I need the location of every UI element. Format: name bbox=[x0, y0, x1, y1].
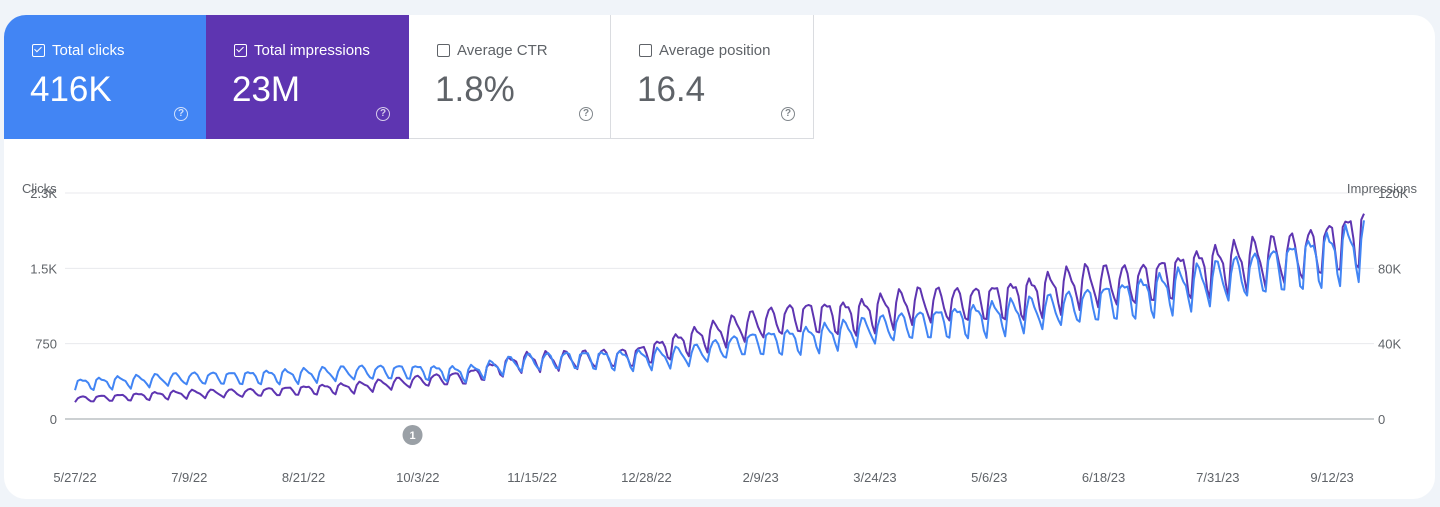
metric-tab-average-position[interactable]: Average position 16.4? bbox=[611, 15, 814, 139]
metric-tab-total-clicks[interactable]: Total clicks 416K? bbox=[4, 15, 206, 139]
help-icon[interactable]: ? bbox=[781, 107, 795, 121]
x-tick-label: 3/24/23 bbox=[853, 470, 896, 485]
x-tick-label: 7/9/22 bbox=[171, 470, 207, 485]
y-right-tick-label: 40K bbox=[1378, 337, 1401, 352]
x-tick-label: 2/9/23 bbox=[743, 470, 779, 485]
metric-checkbox[interactable] bbox=[234, 44, 247, 57]
x-tick-label: 11/15/22 bbox=[507, 470, 557, 485]
x-tick-label: 6/18/23 bbox=[1082, 470, 1125, 485]
metric-checkbox[interactable] bbox=[32, 44, 45, 57]
annotation-label: 1 bbox=[409, 430, 415, 442]
metric-label: Average CTR bbox=[457, 42, 548, 59]
metric-label: Total impressions bbox=[254, 42, 370, 59]
x-tick-label: 12/28/22 bbox=[621, 470, 672, 485]
y-right-axis-label: Impressions bbox=[1347, 181, 1418, 196]
metric-value: 23M bbox=[232, 70, 301, 109]
x-tick-label: 10/3/22 bbox=[396, 470, 439, 485]
help-icon[interactable]: ? bbox=[579, 107, 593, 121]
performance-card: Total clicks 416K? Total impressions 23M? Av… bbox=[4, 15, 1435, 499]
y-left-tick-label: 750 bbox=[35, 337, 57, 352]
metric-value: 416K bbox=[30, 70, 112, 109]
metric-label: Total clicks bbox=[52, 42, 125, 59]
metric-label: Average position bbox=[659, 42, 771, 59]
x-tick-label: 9/12/23 bbox=[1310, 470, 1353, 485]
help-icon[interactable]: ? bbox=[376, 107, 390, 121]
metric-checkbox[interactable] bbox=[639, 44, 652, 57]
metric-value: 1.8% bbox=[435, 70, 515, 109]
metric-tab-average-ctr[interactable]: Average CTR 1.8%? bbox=[409, 15, 611, 139]
y-left-tick-label: 2.3K bbox=[30, 186, 57, 201]
annotation-marker bbox=[402, 425, 423, 445]
y-left-tick-label: 0 bbox=[50, 412, 57, 427]
x-tick-label: 5/6/23 bbox=[971, 470, 1007, 485]
help-icon[interactable]: ? bbox=[174, 107, 188, 121]
x-tick-label: 5/27/22 bbox=[53, 470, 96, 485]
x-tick-label: 8/21/22 bbox=[282, 470, 325, 485]
performance-chart: 2.3K 1.5K 750 0 120K 80K 40K 0 Clicks Impressions… bbox=[22, 181, 1418, 485]
x-tick-label: 7/31/23 bbox=[1196, 470, 1239, 485]
y-right-tick-label: 0 bbox=[1378, 412, 1385, 427]
y-right-tick-label: 80K bbox=[1378, 261, 1401, 276]
series-line-impressions bbox=[74, 213, 1365, 403]
metric-tab-total-impressions[interactable]: Total impressions 23M? bbox=[206, 15, 409, 139]
metric-checkbox[interactable] bbox=[437, 44, 450, 57]
y-right-tick-label: 120K bbox=[1378, 186, 1409, 201]
series-line-clicks bbox=[74, 220, 1365, 391]
metric-value: 16.4 bbox=[637, 70, 706, 109]
y-left-axis-label: Clicks bbox=[22, 181, 57, 196]
y-left-tick-label: 1.5K bbox=[30, 261, 57, 276]
